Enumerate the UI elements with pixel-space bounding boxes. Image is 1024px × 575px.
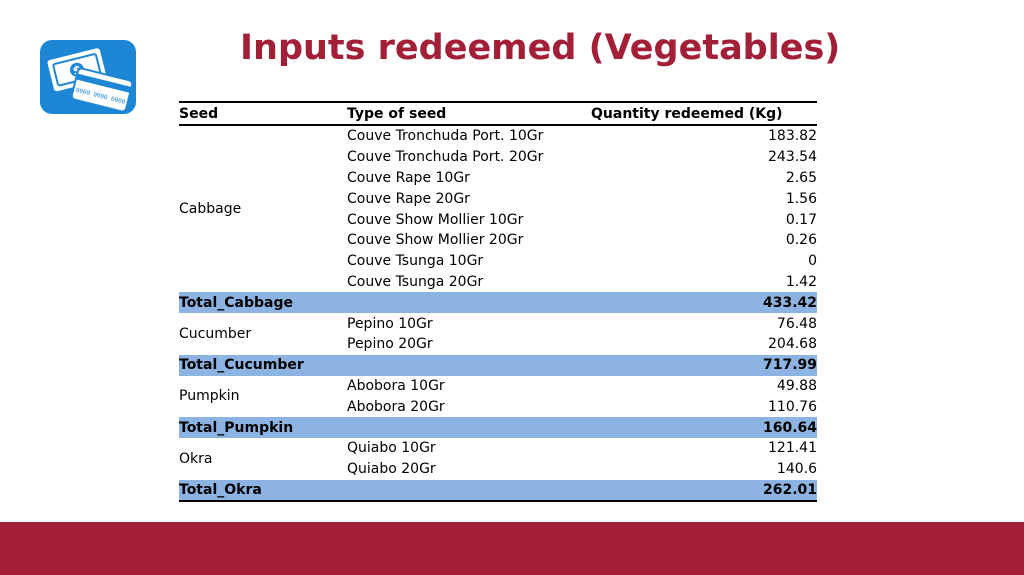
- total-label: Total_Cabbage: [179, 292, 347, 314]
- total-row: Total_Pumpkin 160.64: [179, 417, 817, 438]
- svg-text:$: $: [71, 62, 82, 78]
- total-spacer: [347, 292, 591, 314]
- qty-cell: 121.41: [768, 440, 817, 457]
- table-row: Cucumber Pepino 10Gr 76.48: [179, 313, 817, 342]
- qty-cell: 0: [808, 253, 817, 270]
- type-cell: Couve Tsunga 20Gr: [347, 273, 484, 290]
- type-cell: Quiabo 10Gr: [347, 440, 436, 457]
- total-spacer: [347, 417, 591, 438]
- table-row: Couve Show Mollier 10Gr 0.17: [179, 209, 817, 230]
- seed-cell: Cucumber: [179, 325, 252, 342]
- seed-cell: Cabbage: [179, 201, 242, 218]
- type-cell: Couve Show Mollier 20Gr: [347, 232, 524, 249]
- table-row: Couve Tronchuda Port. 20Gr 243.54: [179, 147, 817, 168]
- qty-cell: 1.42: [785, 273, 817, 290]
- footer-bar: [0, 522, 1024, 575]
- table-row: Couve Tsunga 10Gr 0: [179, 251, 817, 272]
- total-value: 262.01: [591, 479, 817, 503]
- table-row: Pepino 20Gr 204.68: [179, 334, 817, 355]
- type-cell: Couve Rape 10Gr: [347, 169, 470, 186]
- total-value: 717.99: [591, 354, 817, 376]
- table-row: Couve Rape 20Gr 1.56: [179, 188, 817, 209]
- type-cell: Quiabo 20Gr: [347, 461, 436, 478]
- total-label: Total_Okra: [179, 479, 347, 503]
- table-row: Pumpkin Abobora 10Gr 49.88: [179, 376, 817, 404]
- total-spacer: [347, 354, 591, 376]
- money-card-icon: $ 0000 0000 0000: [40, 40, 136, 114]
- qty-cell: 49.88: [776, 377, 817, 394]
- table-row: Cabbage Couve Tronchuda Port. 10Gr 183.8…: [179, 125, 817, 217]
- table-row: Couve Tsunga 20Gr 1.42: [179, 272, 817, 293]
- seed-cell: Pumpkin: [179, 388, 240, 405]
- table-row: Couve Rape 10Gr 2.65: [179, 168, 817, 189]
- header-quantity: Quantity redeemed (Kg): [591, 101, 817, 126]
- type-cell: Abobora 20Gr: [347, 398, 445, 415]
- total-row: Total_Cucumber 717.99: [179, 354, 817, 376]
- type-cell: Pepino 20Gr: [347, 336, 433, 353]
- total-row: Total_Okra 262.01: [179, 479, 817, 503]
- qty-cell: 204.68: [768, 336, 817, 353]
- qty-cell: 1.56: [785, 190, 817, 207]
- type-cell: Pepino 10Gr: [347, 315, 433, 332]
- qty-cell: 76.48: [776, 315, 817, 332]
- page-title: Inputs redeemed (Vegetables): [240, 28, 841, 68]
- table-row: Quiabo 20Gr 140.6: [179, 459, 817, 480]
- type-cell: Couve Tronchuda Port. 20Gr: [347, 149, 544, 166]
- type-cell: Couve Rape 20Gr: [347, 190, 470, 207]
- total-label: Total_Pumpkin: [179, 417, 347, 438]
- total-value: 433.42: [591, 292, 817, 314]
- qty-cell: 2.65: [785, 169, 817, 186]
- total-spacer: [347, 479, 591, 503]
- total-label: Total_Cucumber: [179, 354, 347, 376]
- total-row: Total_Cabbage 433.42: [179, 292, 817, 314]
- header-seed: Seed: [179, 101, 347, 126]
- type-cell: Couve Tronchuda Port. 10Gr: [347, 128, 544, 145]
- qty-cell: 0.26: [785, 232, 817, 249]
- type-cell: Abobora 10Gr: [347, 377, 445, 394]
- table-row: Okra Quiabo 10Gr 121.41: [179, 438, 817, 466]
- table-header-row: Seed Type of seed Quantity redeemed (Kg): [179, 101, 817, 126]
- type-cell: Couve Tsunga 10Gr: [347, 253, 484, 270]
- qty-cell: 243.54: [768, 149, 817, 166]
- table-row: Couve Show Mollier 20Gr 0.26: [179, 230, 817, 251]
- table-row: Abobora 20Gr 110.76: [179, 396, 817, 417]
- qty-cell: 140.6: [776, 461, 817, 478]
- seed-cell: Okra: [179, 450, 213, 467]
- qty-cell: 0.17: [785, 211, 817, 228]
- qty-cell: 110.76: [768, 398, 817, 415]
- header-type-of-seed: Type of seed: [347, 101, 591, 126]
- qty-cell: 183.82: [768, 128, 817, 145]
- inputs-redeemed-table: Seed Type of seed Quantity redeemed (Kg)…: [179, 101, 817, 503]
- type-cell: Couve Show Mollier 10Gr: [347, 211, 524, 228]
- total-value: 160.64: [591, 417, 817, 438]
